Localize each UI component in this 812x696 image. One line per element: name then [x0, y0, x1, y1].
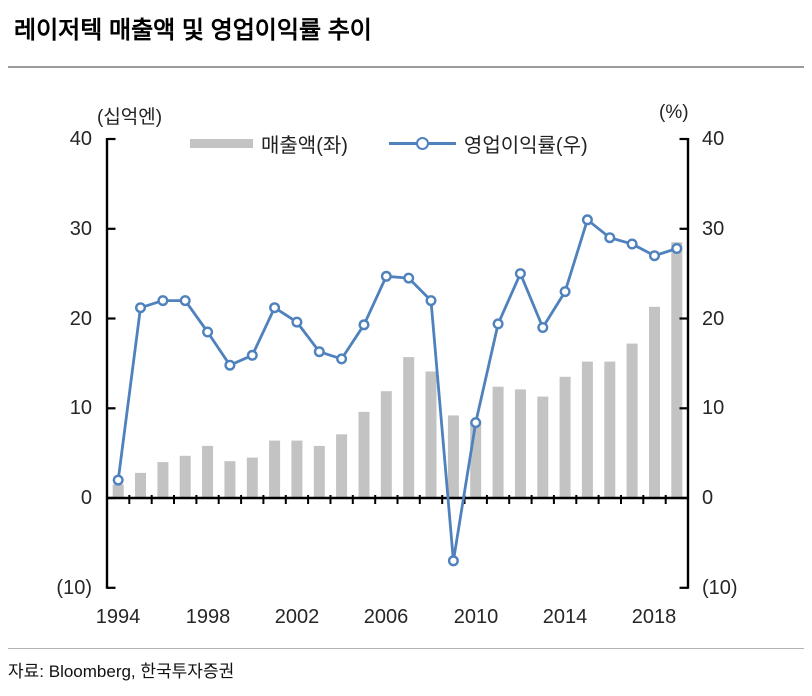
chart-legend: 매출액(좌) 영업이익률(우) — [190, 130, 588, 157]
opm-point — [671, 242, 683, 254]
opm-point — [291, 316, 303, 328]
revenue-bar — [581, 361, 593, 498]
right-y-axis-label: 20 — [702, 308, 725, 330]
opm-point — [626, 238, 638, 250]
footer-divider — [8, 648, 804, 649]
revenue-bar — [537, 396, 549, 498]
right-y-axis-label: 0 — [702, 487, 714, 509]
revenue-bar — [492, 386, 504, 498]
revenue-bar — [403, 357, 415, 498]
opm-point — [313, 346, 325, 358]
source-note: 자료: Bloomberg, 한국투자증권 — [8, 662, 235, 681]
opm-point — [514, 268, 526, 280]
revenue-bar — [179, 455, 191, 498]
opm-point — [447, 555, 459, 567]
revenue-bar — [425, 371, 437, 498]
opm-point — [269, 302, 281, 314]
x-axis-label: 2010 — [453, 606, 499, 628]
revenue-bar — [313, 445, 325, 498]
opm-legend-marker-icon — [415, 136, 429, 150]
left-y-axis-label: 40 — [69, 128, 92, 150]
revenue-bar — [470, 420, 482, 498]
opm-point — [179, 295, 191, 307]
revenue-bar — [380, 391, 392, 498]
left-y-axis-label: (10) — [56, 577, 92, 599]
revenue-bar — [202, 445, 214, 498]
revenue-bar — [269, 440, 281, 498]
opm-point — [380, 270, 392, 282]
revenue-bar — [336, 434, 348, 498]
opm-point — [224, 359, 236, 371]
opm-point — [246, 349, 258, 361]
opm-point — [581, 214, 593, 226]
revenue-bar — [224, 461, 236, 498]
revenue-bar — [626, 343, 638, 498]
left-y-axis-label: 20 — [69, 308, 92, 330]
revenue-bar — [135, 472, 146, 498]
revenue-bar — [246, 457, 258, 498]
opm-point — [649, 250, 661, 262]
opm-point — [134, 302, 146, 314]
revenue-bar — [358, 411, 370, 498]
opm-point — [202, 326, 214, 338]
revenue-legend-swatch — [190, 138, 253, 148]
opm-line — [116, 218, 679, 563]
revenue-bar — [649, 306, 660, 498]
x-axis-label: 1994 — [95, 606, 141, 628]
x-axis-label: 2014 — [542, 606, 588, 628]
right-y-axis-label: 30 — [702, 218, 725, 240]
revenue-bar — [559, 376, 571, 498]
x-axis-label: 2018 — [631, 606, 677, 628]
revenue-bar — [514, 389, 526, 498]
revenue-bar — [447, 415, 459, 498]
opm-point — [403, 272, 415, 284]
opm-point — [358, 319, 370, 331]
opm-point — [157, 295, 169, 307]
revenue-bar — [112, 484, 124, 498]
x-axis-label: 2002 — [274, 606, 320, 628]
revenue-bar — [291, 440, 303, 498]
opm-point — [604, 232, 616, 244]
opm-point — [537, 322, 549, 334]
revenue-bar — [671, 242, 683, 498]
opm-point — [112, 474, 124, 486]
x-axis-label: 1998 — [185, 606, 231, 628]
opm-point — [492, 318, 504, 330]
revenue-bar — [157, 462, 169, 498]
revenue-legend-label: 매출액(좌) — [261, 134, 348, 157]
right-y-axis-label: 40 — [702, 128, 725, 150]
left-axis-unit-label: (십억엔) — [97, 107, 163, 128]
title-divider — [8, 66, 804, 68]
revenue-bar — [604, 361, 616, 498]
opm-point — [470, 417, 482, 429]
opm-point — [425, 295, 437, 307]
x-axis-label: 2006 — [363, 606, 409, 628]
left-y-axis-label: 10 — [69, 397, 92, 419]
left-y-axis-label: 30 — [69, 218, 92, 240]
right-y-axis-label: 10 — [702, 397, 725, 419]
right-y-axis-label: (10) — [702, 577, 738, 599]
opm-point — [559, 286, 571, 298]
opm-legend-swatch — [388, 136, 456, 150]
opm-point — [336, 353, 348, 365]
opm-legend-label: 영업이익률(우) — [463, 134, 588, 157]
right-axis-unit-label: (%) — [659, 102, 689, 123]
chart-title: 레이저텍 매출액 및 영업이익률 추이 — [14, 17, 372, 44]
left-y-axis-label: 0 — [80, 487, 92, 509]
